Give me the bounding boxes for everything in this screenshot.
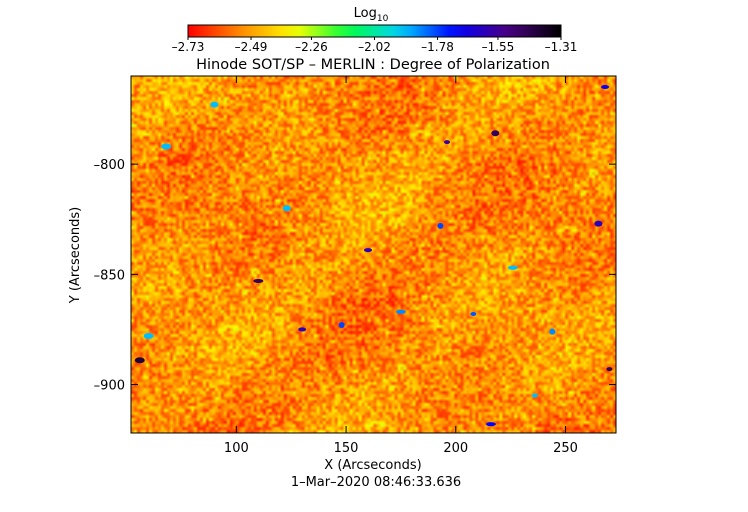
plot-frame: [130, 75, 617, 434]
polarization-feature: [143, 333, 154, 340]
polarization-feature: [491, 130, 500, 137]
colorbar-tick-label: –1.31: [545, 40, 578, 54]
y-axis-ticks: –800 –850 –900: [94, 158, 616, 394]
polarization-feature: [485, 422, 496, 427]
colorbar-tick-label: –2.73: [172, 40, 205, 54]
y-axis-label: Y (Arcseconds): [68, 207, 83, 304]
colorbar-tick-label: –1.55: [482, 40, 515, 54]
x-tick-label: 100: [224, 441, 249, 456]
colorbar-tick-label: –1.78: [421, 40, 454, 54]
y-tick-label: –900: [94, 379, 125, 394]
polarization-feature: [531, 393, 538, 398]
polarization-feature: [437, 222, 444, 229]
x-tick-label: 250: [553, 441, 578, 456]
chart-title: Hinode SOT/SP – MERLIN : Degree of Polar…: [196, 57, 550, 73]
polarization-feature: [338, 322, 345, 329]
x-tick-label: 150: [334, 441, 359, 456]
polarization-feature: [253, 278, 264, 283]
polarization-feature: [606, 367, 613, 372]
polarization-feature: [470, 312, 477, 316]
polarization-feature: [364, 248, 373, 253]
colorbar-ticks: –2.73 –2.49 –2.26 –2.02 –1.78 –1.55 –1.31: [172, 37, 578, 54]
polarization-feature: [210, 101, 219, 108]
x-axis-ticks: 100 150 200 250: [224, 76, 578, 456]
polarization-feature: [282, 205, 291, 212]
y-tick-label: –800: [94, 158, 125, 173]
polarization-feature: [298, 327, 307, 332]
y-tick-label: –850: [94, 268, 125, 283]
colorbar-tick-label: –2.02: [358, 40, 391, 54]
colorbar: Log10 –2.73 –2.49 –2.26 –2.02 –1.78 –1.55 –1.3…: [172, 6, 578, 54]
polarization-feature: [549, 328, 556, 335]
polarization-feature: [134, 357, 145, 364]
polarization-feature: [444, 140, 451, 145]
heatmap-image: [131, 76, 616, 433]
polarization-feature: [507, 265, 518, 270]
timestamp: 1–Mar–2020 08:46:33.636: [291, 475, 461, 490]
colorbar-tick-label: –2.26: [295, 40, 328, 54]
polarization-feature: [161, 143, 172, 150]
colorbar-tick-label: –2.49: [235, 40, 268, 54]
colorbar-label: Log10: [354, 6, 389, 24]
polarization-features: [134, 85, 613, 427]
x-tick-label: 200: [443, 441, 468, 456]
polarization-feature: [395, 309, 406, 314]
polarization-feature: [601, 85, 610, 90]
polarization-feature: [594, 220, 603, 227]
heatmap-area: [131, 76, 616, 433]
colorbar-gradient: [187, 24, 562, 38]
x-axis-label: X (Arcseconds): [324, 458, 421, 473]
